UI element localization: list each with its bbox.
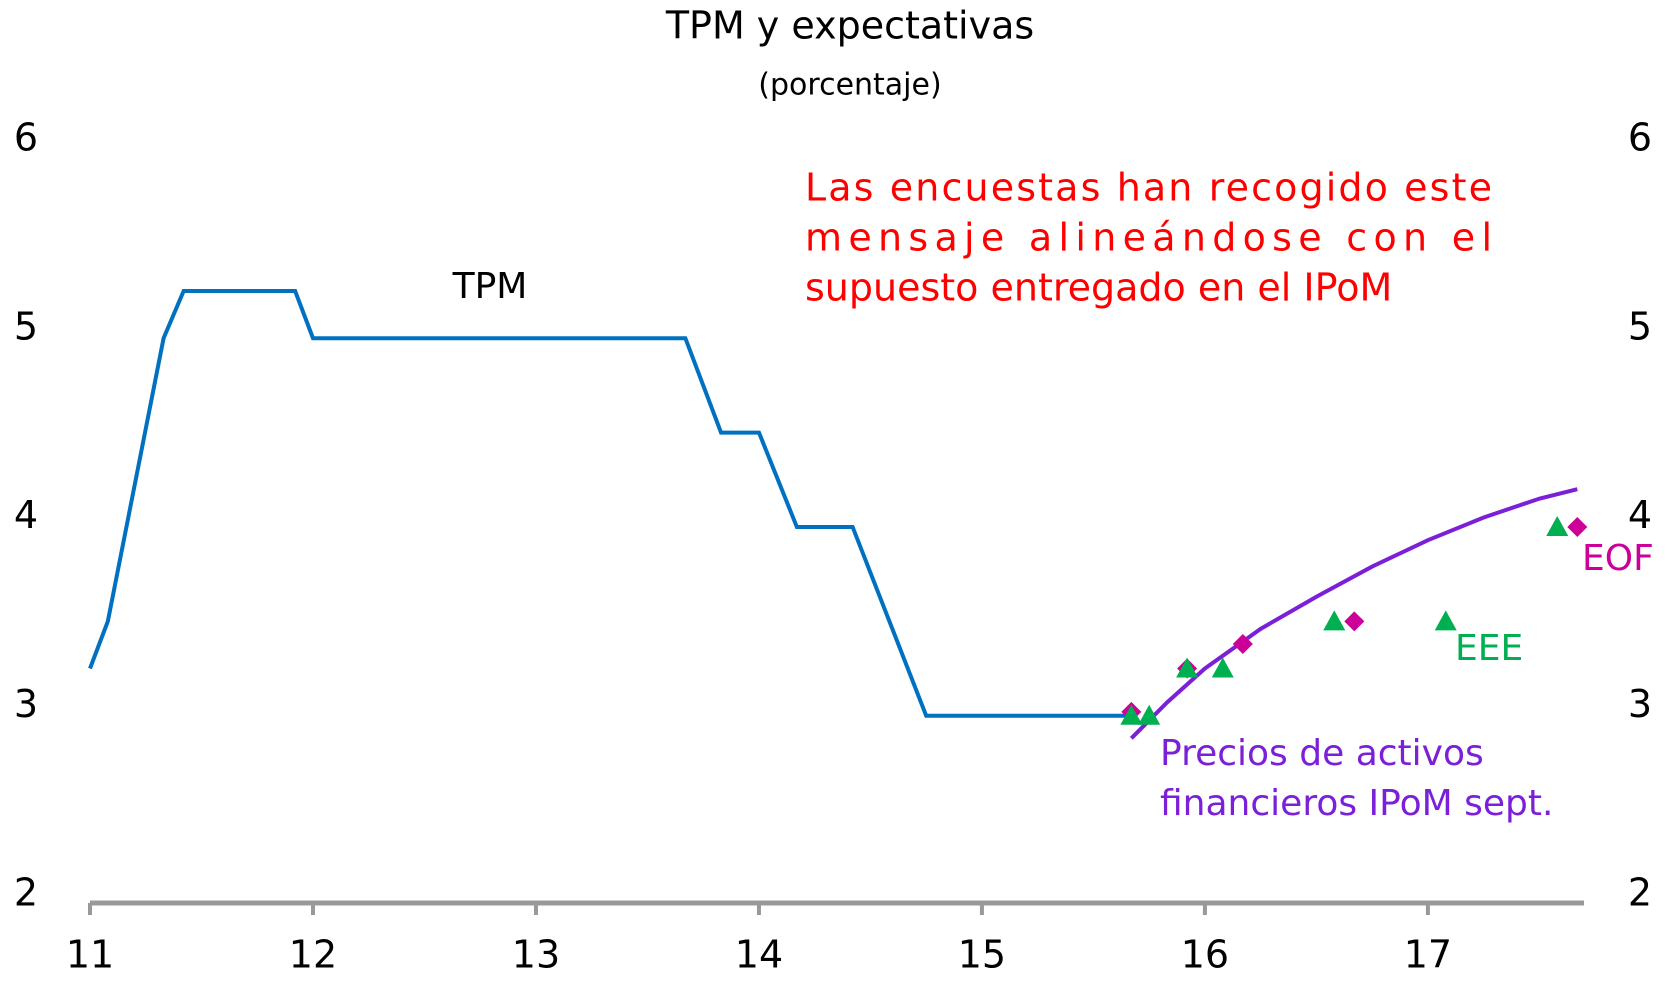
x-tick-label: 17: [1404, 933, 1452, 977]
x-tick-label: 14: [735, 933, 783, 977]
series-line: [1129, 487, 1578, 740]
series-label: EOF: [1582, 538, 1654, 579]
annotation: mensaje alineándose con el: [805, 216, 1492, 260]
annotation: financieros IPoM sept.: [1160, 783, 1553, 824]
triangle-marker: [1323, 610, 1346, 631]
series-label: EEE: [1455, 628, 1523, 669]
x-tick-label: 12: [289, 933, 337, 977]
x-tick-label: 15: [958, 933, 1006, 977]
x-tick-label: 16: [1181, 933, 1229, 977]
y-tick-label: 5: [14, 304, 38, 348]
y-tick-label: 2: [14, 871, 38, 915]
y-tick-label: 3: [14, 682, 38, 726]
y2-tick-label: 6: [1628, 116, 1652, 160]
y-tick-label: 6: [14, 116, 38, 160]
y-tick-label: 4: [14, 493, 38, 537]
diamond-marker: [1232, 633, 1253, 654]
series-line: [88, 289, 1132, 718]
chart-subtitle: (porcentaje): [758, 68, 941, 103]
triangle-marker: [1176, 657, 1199, 678]
y2-tick-label: 5: [1628, 304, 1652, 348]
y2-tick-label: 3: [1628, 682, 1652, 726]
diamond-marker: [1344, 611, 1365, 632]
triangle-marker: [1546, 515, 1569, 536]
x-tick-label: 11: [66, 933, 114, 977]
triangle-marker: [1434, 610, 1457, 631]
triangle-marker: [1211, 657, 1234, 678]
series-label: TPM: [452, 266, 528, 307]
triangle-marker: [1138, 704, 1161, 725]
y2-tick-label: 4: [1628, 493, 1652, 537]
diamond-marker: [1567, 516, 1588, 537]
annotation: supuesto entregado en el IPoM: [805, 266, 1392, 310]
chart-title: TPM y expectativas: [665, 4, 1034, 48]
annotation: Las encuestas han recogido este: [805, 166, 1492, 210]
annotation: Precios de activos: [1160, 733, 1484, 774]
y2-tick-label: 2: [1628, 871, 1652, 915]
triangle-marker: [1120, 704, 1143, 725]
x-tick-label: 13: [512, 933, 560, 977]
